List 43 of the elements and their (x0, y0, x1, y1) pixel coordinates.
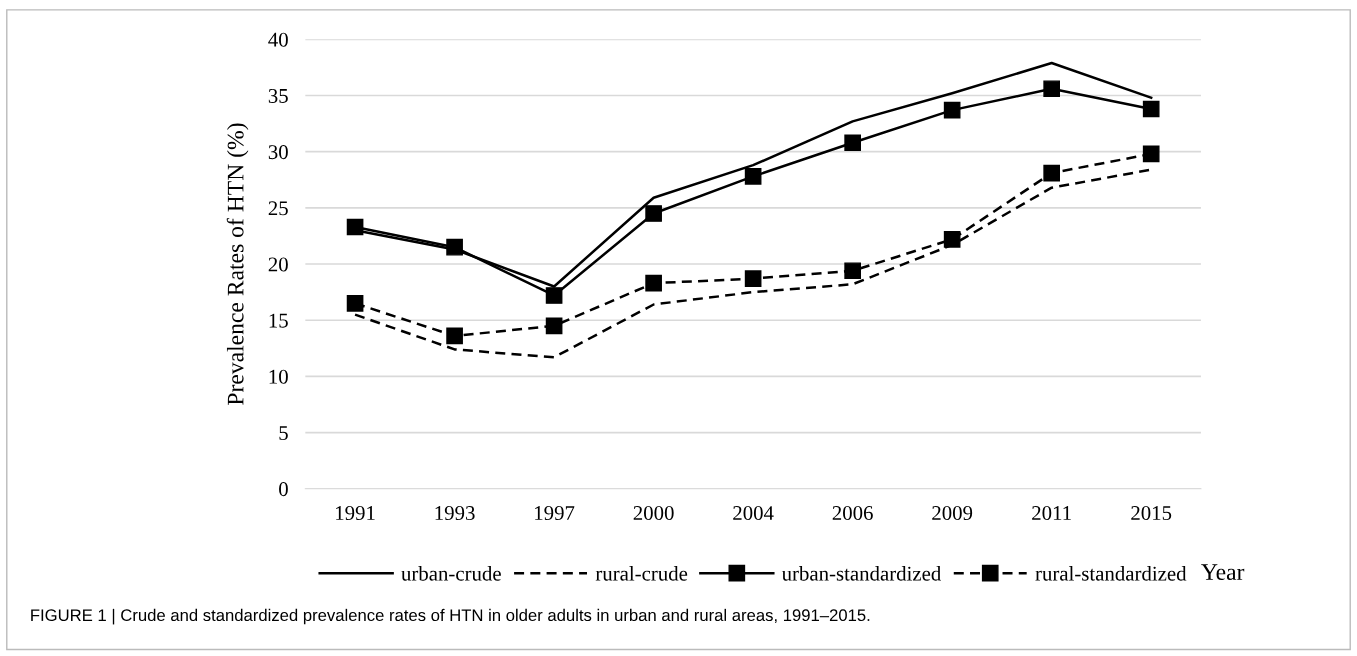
point (446, 327, 463, 345)
point (446, 238, 463, 256)
point (844, 134, 861, 152)
point (545, 287, 563, 304)
point (1142, 100, 1160, 118)
y-tick-label: 25 (268, 201, 288, 216)
point (1142, 145, 1160, 163)
y-tick-label: 15 (269, 313, 288, 328)
y-tick-label: 40 (268, 32, 288, 47)
legend-label: rural-standardized (1035, 566, 1187, 581)
legend-label: urban-crude (401, 566, 501, 581)
caption: FIGURE 1 | Crude and standardized prevalence rates of HTN in older adults in urban and rural areas, 1991–2015. (31, 608, 870, 625)
legend-label: rural-crude (595, 566, 688, 581)
x-tick-label: 2011 (1032, 505, 1071, 521)
point (744, 270, 762, 287)
x-tick-label: 1991 (336, 506, 375, 521)
point (645, 205, 662, 222)
point (943, 101, 961, 119)
point (645, 274, 662, 292)
x-tick-label: 1993 (435, 506, 475, 521)
y-tick-label: 20 (268, 257, 288, 272)
x-tick-label: 2006 (832, 505, 873, 521)
point (1043, 80, 1061, 98)
x-tick-label: 2000 (633, 505, 674, 521)
y-tick-label: 0 (279, 482, 288, 497)
y-tick-label: 5 (279, 426, 288, 440)
point (943, 230, 961, 248)
x-tick-label: 1997 (535, 506, 575, 521)
y-tick-label: 35 (268, 88, 288, 103)
point (346, 218, 364, 236)
point (1043, 164, 1061, 182)
y-tick-label: 10 (269, 369, 288, 384)
x-tick-label: 2015 (1131, 505, 1172, 521)
point (346, 295, 364, 312)
y-axis-title: Prevalence Rates of HTN (%) (226, 123, 249, 405)
point (545, 317, 563, 335)
x-axis-title: Year (1201, 564, 1245, 581)
x-tick-label: 2004 (733, 505, 774, 521)
point (844, 262, 861, 280)
legend-label: urban-standardized (781, 566, 942, 581)
x-tick-label: 2009 (932, 505, 973, 521)
point (744, 168, 762, 185)
y-tick-label: 30 (268, 145, 288, 160)
